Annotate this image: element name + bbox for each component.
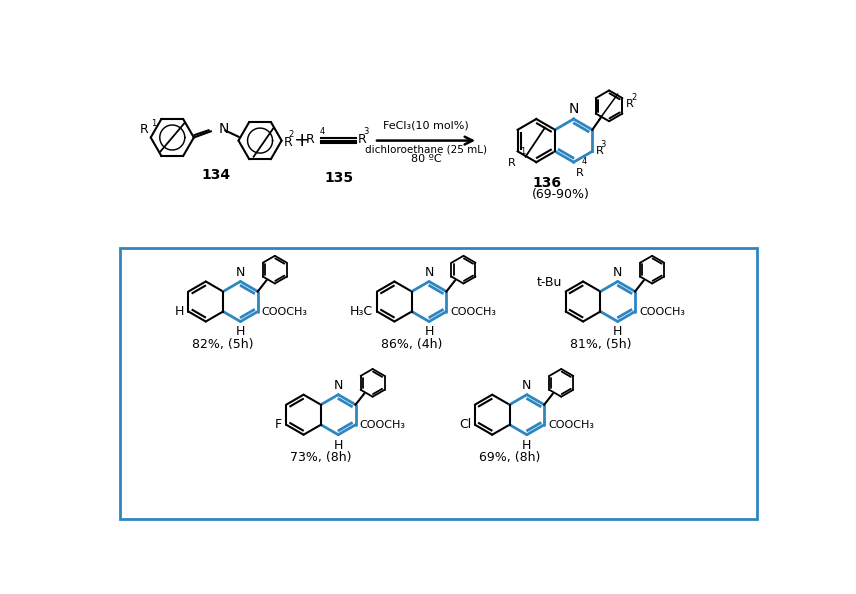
Text: R: R — [306, 132, 315, 146]
Text: 4: 4 — [581, 157, 586, 166]
Text: COOCH₃: COOCH₃ — [360, 420, 406, 429]
Text: R: R — [284, 137, 293, 149]
Text: dichloroethane (25 mL): dichloroethane (25 mL) — [365, 144, 487, 154]
Text: 73%, (8h): 73%, (8h) — [290, 451, 352, 465]
Text: R: R — [508, 157, 515, 168]
Text: N: N — [522, 380, 532, 393]
Text: N: N — [235, 266, 245, 279]
Text: +: + — [294, 131, 310, 150]
Text: 136: 136 — [532, 176, 562, 190]
Text: 4: 4 — [320, 127, 325, 135]
Text: FeCl₃(10 mol%): FeCl₃(10 mol%) — [383, 121, 469, 131]
Text: 86%, (4h): 86%, (4h) — [381, 338, 443, 351]
Text: H: H — [334, 438, 343, 451]
Text: 134: 134 — [202, 168, 231, 182]
Text: COOCH₃: COOCH₃ — [639, 307, 685, 317]
Text: N: N — [568, 102, 579, 116]
Text: (69-90%): (69-90%) — [532, 188, 590, 201]
Text: 69%, (8h): 69%, (8h) — [479, 451, 540, 465]
Text: 80 ºC: 80 ºC — [411, 154, 442, 165]
Text: 1: 1 — [520, 147, 526, 156]
Text: H: H — [235, 326, 245, 339]
Text: R: R — [576, 168, 584, 178]
Text: R: R — [596, 146, 603, 156]
Text: COOCH₃: COOCH₃ — [450, 307, 496, 317]
Text: F: F — [276, 418, 282, 431]
Text: 1: 1 — [152, 119, 157, 128]
Text: COOCH₃: COOCH₃ — [262, 307, 307, 317]
Text: 135: 135 — [324, 172, 354, 185]
Text: N: N — [334, 380, 343, 393]
Text: 3: 3 — [601, 140, 606, 148]
Text: N: N — [218, 122, 229, 136]
Text: R: R — [626, 99, 633, 109]
Text: COOCH₃: COOCH₃ — [548, 420, 594, 429]
Text: Cl: Cl — [459, 418, 471, 431]
Text: 82%, (5h): 82%, (5h) — [193, 338, 254, 351]
Text: R: R — [140, 124, 148, 136]
Text: H: H — [175, 305, 185, 318]
Text: H: H — [613, 326, 622, 339]
Text: 81%, (5h): 81%, (5h) — [569, 338, 631, 351]
Text: 2: 2 — [288, 129, 294, 139]
Text: H₃C: H₃C — [350, 305, 373, 318]
Text: N: N — [425, 266, 434, 279]
Text: t-Bu: t-Bu — [537, 276, 562, 289]
Bar — [120, 248, 758, 519]
Text: H: H — [425, 326, 434, 339]
Text: N: N — [613, 266, 622, 279]
Text: 2: 2 — [632, 93, 637, 102]
Text: R: R — [358, 132, 366, 146]
Text: H: H — [522, 438, 532, 451]
Text: 3: 3 — [363, 127, 369, 135]
